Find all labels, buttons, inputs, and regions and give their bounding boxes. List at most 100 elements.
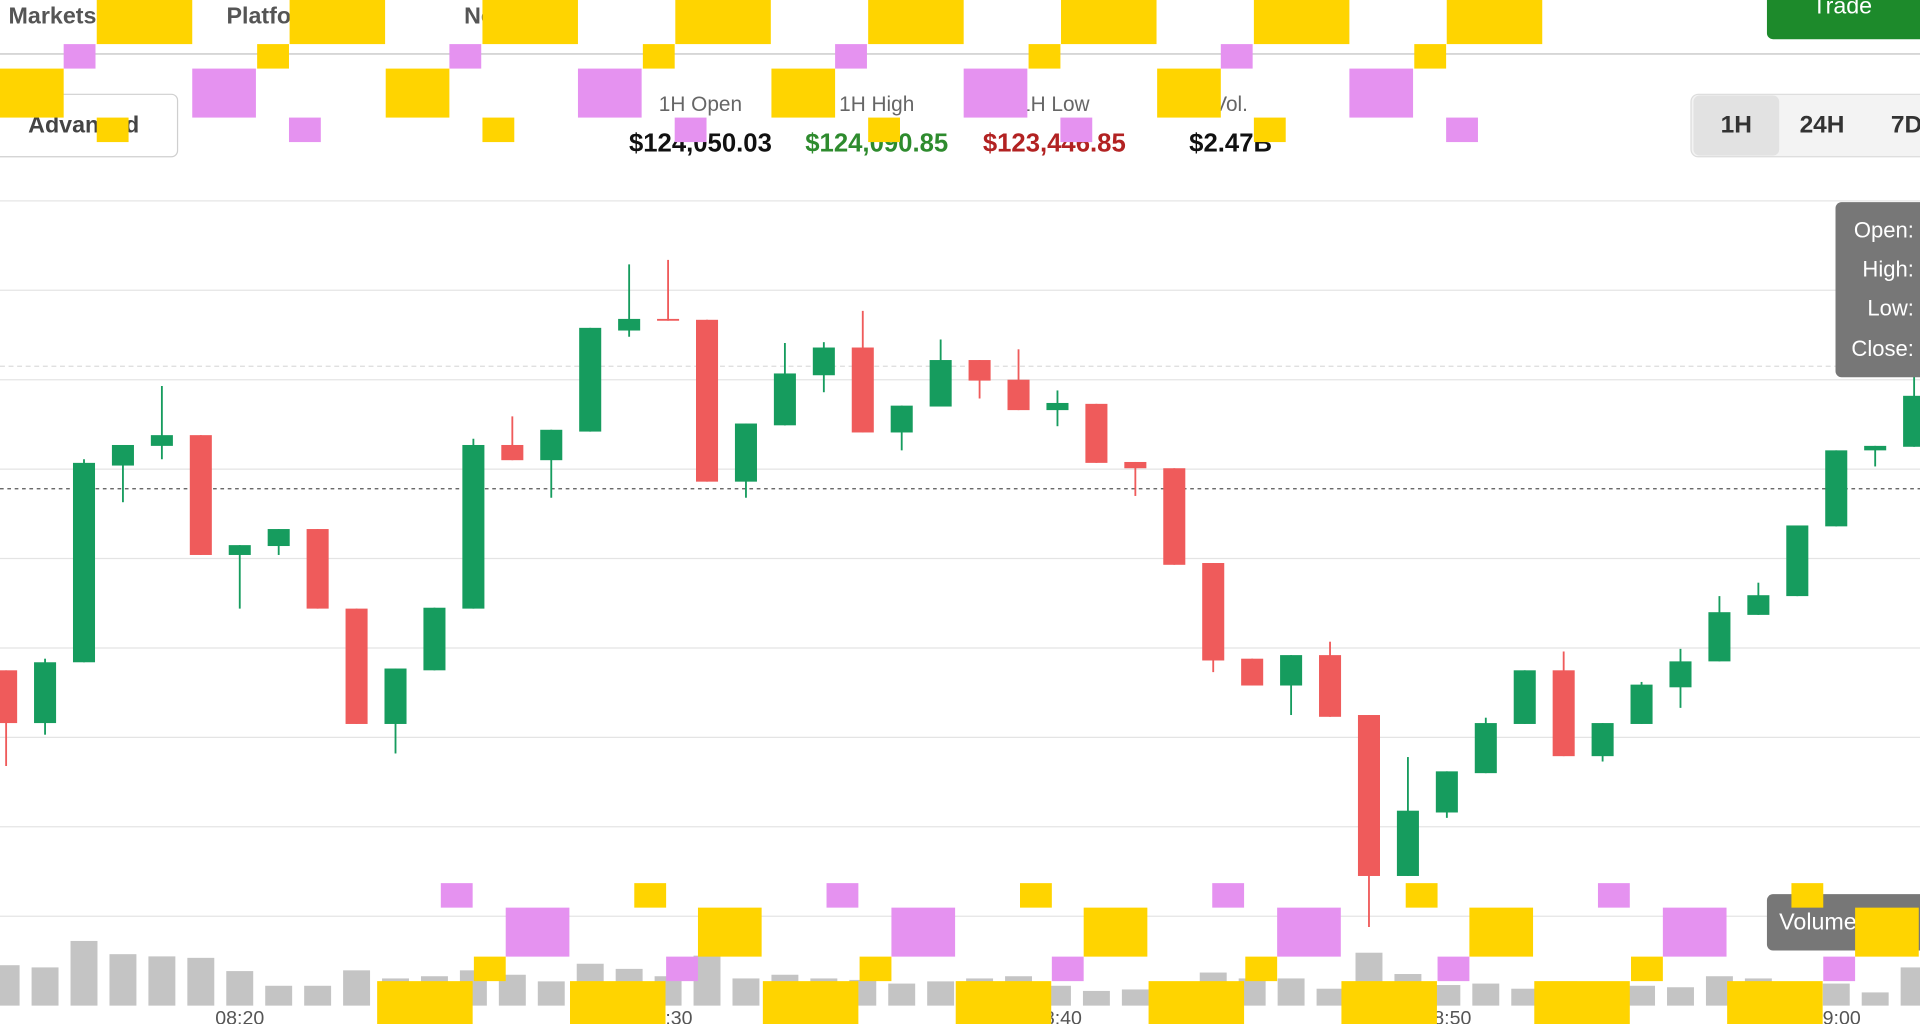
candle-body	[72, 462, 96, 663]
candle-body	[1319, 655, 1342, 717]
candle-body	[1630, 684, 1653, 724]
candle-body	[423, 607, 446, 671]
overlay-block	[1148, 981, 1245, 1024]
tooltip-label: Close:	[1851, 336, 1913, 361]
candle-body	[1825, 450, 1848, 527]
overlay-block	[570, 981, 666, 1024]
volume-bar	[1667, 987, 1694, 1006]
candle-body	[501, 444, 524, 461]
volume-bar	[187, 957, 215, 1006]
candle-body	[345, 608, 368, 724]
timeframe-active	[1693, 95, 1780, 156]
overlay-block	[192, 68, 256, 118]
volume-bar	[537, 981, 565, 1006]
volume-tooltip-label: Volume	[1779, 909, 1857, 935]
stat-label: 1H High	[839, 93, 914, 116]
overlay-block	[868, 117, 900, 143]
volume-bar	[304, 985, 332, 1006]
overlay-block	[1727, 981, 1823, 1024]
volume-bar	[732, 978, 760, 1006]
overlay-block	[1212, 883, 1245, 908]
overlay-block	[771, 68, 836, 118]
overlay-block	[642, 44, 675, 69]
overlay-block	[440, 883, 473, 908]
overlay-block	[1220, 44, 1253, 69]
overlay-block	[482, 0, 578, 45]
volume-bar	[109, 954, 137, 1006]
candle-body	[1708, 612, 1731, 662]
candle-body	[1864, 445, 1887, 451]
tooltip-label: Open:	[1854, 217, 1914, 242]
volume-bar	[1511, 988, 1539, 1006]
volume-bar	[1900, 967, 1920, 1006]
overlay-block	[1823, 956, 1856, 982]
overlay-block	[473, 956, 506, 982]
candle-body	[890, 405, 913, 433]
overlay-block	[63, 44, 96, 69]
candle-body	[1280, 655, 1303, 686]
overlay-block	[0, 68, 64, 118]
candle-body	[1747, 595, 1770, 615]
candle-body	[1591, 723, 1614, 757]
overlay-block	[257, 44, 289, 69]
stat-value: $123,446.85	[983, 129, 1126, 157]
ohlc-tooltip	[1835, 202, 1920, 378]
volume-bar	[1316, 988, 1344, 1006]
candle-body	[1046, 402, 1069, 411]
volume-bar	[1121, 989, 1149, 1006]
volume-bar	[1472, 983, 1500, 1006]
volume-bar	[343, 970, 371, 1006]
candle-body	[384, 668, 407, 724]
volume-bar	[888, 983, 916, 1006]
overlay-block	[1631, 956, 1663, 982]
overlay-block	[449, 44, 482, 69]
timeframe-button[interactable]: 24H	[1800, 112, 1845, 139]
candle-body	[462, 444, 485, 609]
overlay-block	[1405, 883, 1438, 908]
overlay-block	[1597, 883, 1630, 908]
overlay-block	[835, 44, 867, 69]
overlay-block	[891, 907, 956, 957]
overlay-block	[505, 907, 570, 957]
trade-button[interactable]	[1766, 0, 1920, 40]
volume-bar	[1628, 985, 1656, 1006]
candle-body	[540, 429, 563, 461]
overlay-block	[482, 117, 515, 143]
overlay-block	[674, 117, 707, 143]
volume-bar	[0, 965, 20, 1006]
candle-body	[267, 529, 290, 547]
overlay-block	[675, 0, 771, 45]
overlay-block	[1349, 68, 1414, 118]
candle-body	[1474, 723, 1497, 774]
timeframe-button[interactable]: 7D	[1891, 112, 1920, 139]
overlay-block	[1020, 883, 1052, 908]
candle-body	[111, 444, 134, 466]
candle-body	[1163, 468, 1186, 565]
overlay-block	[1277, 907, 1341, 957]
timeframe-button[interactable]: 1H	[1721, 112, 1752, 139]
tooltip-label: Low:	[1867, 296, 1914, 321]
candle-body	[1202, 563, 1225, 661]
x-tick-label: 08:20	[215, 1007, 264, 1024]
overlay-block	[1083, 907, 1148, 957]
stat-label: Vol.	[1213, 93, 1248, 116]
overlay-block	[1157, 68, 1221, 118]
candle-body	[1357, 715, 1380, 876]
candle-body	[150, 435, 173, 446]
overlay-block	[1791, 883, 1824, 908]
volume-bar	[693, 955, 721, 1006]
volume-bar	[1861, 992, 1889, 1006]
overlay-block	[288, 117, 321, 143]
stat-label: 1H Low	[1019, 93, 1090, 116]
candle-body	[696, 319, 719, 482]
overlay-block	[1028, 44, 1061, 69]
candle-body	[306, 529, 329, 609]
volume-bar	[265, 985, 293, 1006]
nav-link[interactable]: Markets	[9, 2, 97, 28]
overlay-block	[1341, 981, 1437, 1024]
overlay-block	[1253, 117, 1286, 143]
overlay-block	[963, 68, 1028, 118]
